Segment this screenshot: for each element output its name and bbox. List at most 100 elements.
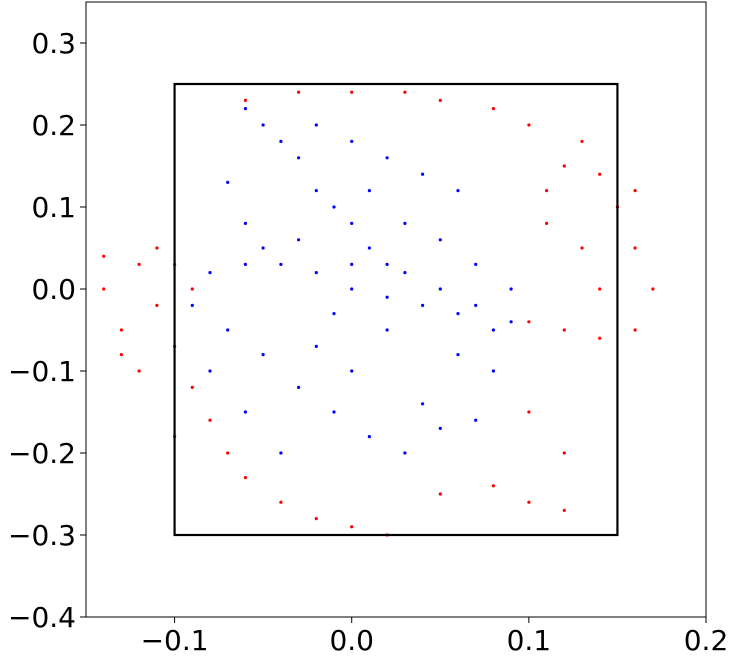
data-point-s0-6 — [367, 246, 371, 250]
data-point-s0-41 — [474, 418, 478, 422]
data-point-s0-46 — [350, 369, 354, 373]
data-point-s1-18 — [527, 500, 531, 504]
data-point-s0-14 — [279, 262, 283, 266]
region-box — [173, 82, 619, 537]
data-point-s0-28 — [438, 426, 442, 430]
x-tick-label: 0.0 — [329, 624, 374, 657]
data-point-s1-25 — [633, 246, 637, 250]
data-point-s0-53 — [491, 328, 495, 332]
data-point-s0-13 — [243, 262, 247, 266]
data-point-s1-31 — [562, 164, 566, 168]
data-point-s0-1 — [279, 139, 283, 143]
data-point-s0-42 — [208, 369, 212, 373]
data-point-s1-46 — [190, 287, 194, 291]
data-point-s0-22 — [261, 353, 265, 357]
data-point-s1-0 — [102, 254, 106, 258]
data-point-s0-54 — [350, 262, 354, 266]
data-point-s1-38 — [243, 98, 247, 102]
data-point-s1-9 — [208, 418, 212, 422]
y-tick-label: 0.2 — [31, 109, 76, 142]
y-tick-label: −0.4 — [8, 601, 76, 634]
data-point-s0-16 — [350, 287, 354, 291]
data-point-s0-12 — [208, 271, 212, 275]
data-point-s1-1 — [102, 287, 106, 291]
data-point-s0-52 — [509, 287, 513, 291]
y-tick-label: −0.1 — [8, 355, 76, 388]
data-point-s1-10 — [226, 451, 230, 455]
data-point-s1-27 — [633, 328, 637, 332]
data-point-s1-17 — [491, 484, 495, 488]
data-point-s0-51 — [474, 262, 478, 266]
data-point-s0-4 — [332, 205, 336, 209]
data-point-s1-34 — [438, 98, 442, 102]
data-point-s1-40 — [598, 172, 602, 176]
data-point-s1-8 — [190, 385, 194, 389]
data-point-s1-28 — [598, 336, 602, 340]
data-point-s1-3 — [137, 369, 141, 373]
data-point-s0-47 — [385, 328, 389, 332]
data-point-s1-19 — [562, 508, 566, 512]
y-axis-ticks: −0.4 −0.3 −0.2 −0.1 0.0 0.1 0.2 0.3 — [8, 27, 86, 634]
data-point-s1-44 — [119, 353, 123, 357]
y-tick-label: −0.3 — [8, 519, 76, 552]
data-point-s1-32 — [527, 123, 531, 127]
data-point-s0-18 — [421, 303, 425, 307]
data-point-s0-33 — [314, 123, 318, 127]
x-tick-label: 0.2 — [684, 624, 729, 657]
data-point-s0-20 — [190, 303, 194, 307]
data-point-s1-35 — [403, 90, 407, 94]
data-point-s0-32 — [350, 139, 354, 143]
data-point-s0-26 — [403, 451, 407, 455]
data-point-s1-12 — [279, 500, 283, 504]
data-point-s0-30 — [421, 172, 425, 176]
data-point-s0-45 — [314, 344, 318, 348]
data-point-s1-2 — [119, 328, 123, 332]
data-point-s1-29 — [562, 328, 566, 332]
y-tick-label: 0.3 — [31, 27, 76, 60]
data-point-s1-6 — [155, 303, 159, 307]
data-point-s1-22 — [580, 246, 584, 250]
x-tick-label: −0.1 — [141, 624, 209, 657]
y-tick-label: −0.2 — [8, 437, 76, 470]
x-tick-label: 0.1 — [507, 624, 552, 657]
data-point-s0-15 — [314, 271, 318, 275]
data-point-s0-31 — [385, 156, 389, 160]
data-point-s1-14 — [350, 525, 354, 529]
axes-frame — [85, 1, 707, 618]
frame-layer — [85, 1, 707, 618]
x-axis-ticks: −0.1 0.0 0.1 0.2 — [141, 617, 729, 657]
data-point-s0-10 — [474, 303, 478, 307]
data-point-s1-42 — [545, 221, 549, 225]
data-point-s0-27 — [421, 402, 425, 406]
box-layer — [173, 82, 619, 537]
data-point-s0-2 — [297, 156, 301, 160]
data-point-s0-35 — [226, 180, 230, 184]
data-point-s0-25 — [367, 435, 371, 439]
data-point-s0-50 — [438, 238, 442, 242]
data-point-s1-23 — [598, 287, 602, 291]
data-point-s0-17 — [385, 295, 389, 299]
data-point-s0-0 — [261, 123, 265, 127]
data-point-s1-41 — [580, 139, 584, 143]
y-tick-label: 0.1 — [31, 191, 76, 224]
data-point-s1-13 — [314, 517, 318, 521]
data-point-s0-5 — [350, 221, 354, 225]
data-point-s0-43 — [243, 410, 247, 414]
data-point-s1-21 — [527, 410, 531, 414]
data-point-s1-37 — [297, 90, 301, 94]
data-point-s1-36 — [350, 90, 354, 94]
data-point-s0-11 — [509, 320, 513, 324]
data-point-s1-33 — [491, 107, 495, 111]
data-point-s0-44 — [279, 451, 283, 455]
data-point-s0-29 — [456, 189, 460, 193]
y-tick-label: 0.0 — [31, 273, 76, 306]
data-point-s1-4 — [155, 246, 159, 250]
data-point-s1-26 — [651, 287, 655, 291]
data-point-s0-21 — [226, 328, 230, 332]
data-point-s1-11 — [243, 476, 247, 480]
data-point-s0-39 — [456, 353, 460, 357]
data-point-s0-34 — [243, 107, 247, 111]
data-point-s1-5 — [137, 262, 141, 266]
data-point-s1-39 — [545, 189, 549, 193]
